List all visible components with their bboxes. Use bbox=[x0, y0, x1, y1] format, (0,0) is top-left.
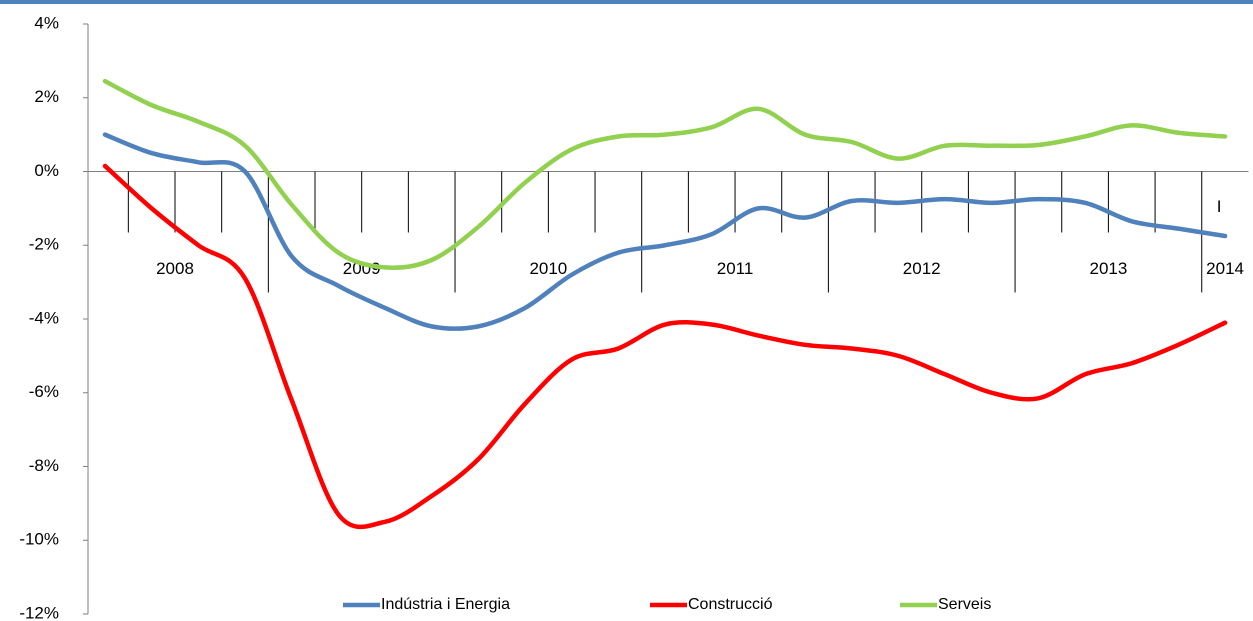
y-tick-label: -10% bbox=[19, 530, 59, 549]
series-line bbox=[102, 132, 1228, 331]
series-line bbox=[102, 78, 1228, 270]
legend-label: Serveis bbox=[938, 596, 991, 613]
quarter-label: I bbox=[1217, 197, 1222, 216]
y-tick-label: -4% bbox=[29, 308, 59, 327]
series-line bbox=[102, 163, 1228, 530]
year-label: 2010 bbox=[529, 259, 567, 278]
year-label: 2014 bbox=[1206, 259, 1244, 278]
y-tick-label: 4% bbox=[34, 13, 59, 32]
y-tick-label: 0% bbox=[34, 161, 59, 180]
y-tick-label: -12% bbox=[19, 603, 59, 621]
year-label: 2008 bbox=[156, 259, 194, 278]
legend-label: Indústria i Energia bbox=[381, 596, 510, 613]
y-tick-label: -2% bbox=[29, 235, 59, 254]
year-label: 2013 bbox=[1089, 259, 1127, 278]
year-label: 2012 bbox=[903, 259, 941, 278]
top-band bbox=[0, 0, 1253, 4]
legend-label: Construcció bbox=[688, 596, 773, 613]
y-tick-label: -6% bbox=[29, 382, 59, 401]
y-tick-label: -8% bbox=[29, 456, 59, 475]
y-tick-label: 2% bbox=[34, 87, 59, 106]
year-label: 2011 bbox=[717, 259, 754, 278]
